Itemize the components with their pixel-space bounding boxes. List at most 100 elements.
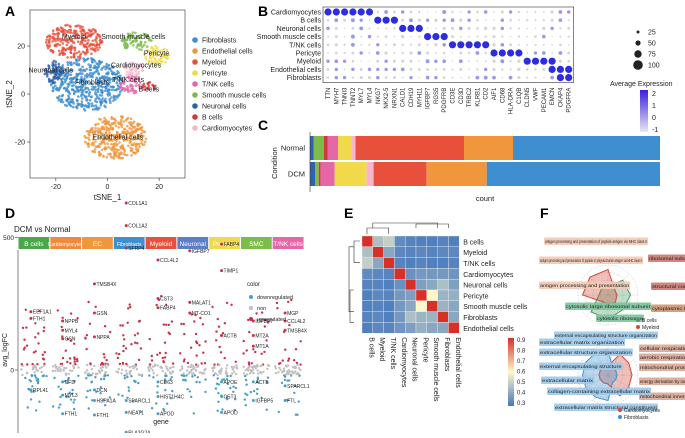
heat-row-label: T/NK cells [463, 261, 495, 268]
strip-point [57, 369, 60, 373]
tsne-point [148, 81, 151, 84]
strip-labeled-point [220, 380, 224, 384]
dot-marker [392, 43, 396, 47]
strip-point [25, 344, 29, 347]
strip-point [190, 395, 193, 399]
tsne-point [126, 90, 130, 93]
dot-marker-high [482, 41, 490, 49]
strip-point [37, 342, 40, 345]
strip-point [255, 312, 258, 315]
dot-marker [401, 51, 404, 55]
tsne-point [52, 35, 55, 39]
dot-marker [426, 43, 429, 46]
strip-point [148, 337, 151, 341]
dot-marker-high [498, 49, 506, 57]
strip-point [202, 351, 205, 354]
strip-point [67, 372, 70, 376]
strip-point [97, 369, 101, 372]
tsne-point [99, 152, 103, 156]
tsne-point [79, 88, 83, 91]
dot-marker [460, 76, 462, 79]
strip-point [218, 369, 221, 372]
radar-term-box [651, 282, 685, 290]
strip-point [249, 390, 253, 394]
tsne-point [131, 89, 135, 93]
heat-cell [372, 300, 384, 312]
strip-point [124, 347, 128, 350]
tsne-point [112, 157, 116, 160]
tsne-point [147, 59, 151, 63]
tsne-point [134, 151, 138, 155]
strip-labeled-point [29, 316, 33, 320]
strip-group-header [145, 237, 177, 249]
tsne-point [76, 40, 80, 43]
tsne-point [104, 97, 107, 101]
strip-point [69, 362, 72, 365]
strip-point [299, 363, 302, 366]
strip-point [247, 361, 251, 364]
tsne-point [142, 143, 146, 146]
tsne-point [108, 81, 112, 84]
strip-point [54, 364, 57, 367]
tsne-point [123, 46, 127, 49]
tsne-point [108, 97, 111, 101]
tsne-point [118, 135, 122, 138]
dot-marker [526, 76, 529, 79]
tsne-point [126, 70, 129, 74]
dot-marker [434, 59, 438, 63]
strip-point [192, 372, 195, 375]
tsne-point [94, 99, 97, 103]
tsne-point [45, 69, 48, 73]
strip-point [87, 374, 90, 377]
heat-col-label: Fibroblasts [443, 337, 450, 372]
strip-point [150, 354, 153, 358]
tsne-point [62, 47, 65, 51]
tsne-point [116, 143, 119, 146]
strip-legend-swatch [249, 306, 253, 310]
strip-point [99, 386, 103, 389]
strip-point [218, 345, 221, 349]
bar-segment [327, 136, 338, 160]
strip-point [286, 371, 289, 375]
tsne-point [105, 122, 109, 125]
tsne-point [75, 75, 78, 78]
tsne-point [117, 155, 121, 159]
heat-cell [415, 311, 427, 323]
tsne-point [80, 75, 83, 79]
bar-segment [310, 162, 316, 186]
radar-term-label: extracellular matrix [542, 378, 594, 383]
bar-segment [366, 162, 374, 186]
strip-point [63, 366, 66, 370]
strip-point [216, 409, 219, 412]
tsne-point [99, 104, 103, 107]
strip-point [252, 389, 256, 393]
strip-point [61, 316, 64, 319]
strip-gene-label: TIMP1 [224, 269, 239, 275]
dot-marker [351, 67, 355, 72]
dot-marker [450, 26, 455, 31]
dot-marker [467, 18, 471, 22]
strip-point [52, 405, 55, 408]
strip-point [182, 322, 185, 326]
strip-point [103, 325, 107, 328]
strip-point [87, 372, 91, 375]
strip-point [234, 372, 238, 376]
strip-point [118, 352, 121, 356]
tsne-point [73, 48, 77, 52]
strip-point [242, 352, 245, 355]
strip-point [215, 330, 218, 333]
tsne-point [52, 76, 55, 80]
strip-point [64, 349, 68, 352]
strip-point [69, 398, 73, 401]
heat-cell [383, 257, 395, 269]
tsne-point [131, 143, 135, 147]
dot-marker [409, 43, 413, 46]
tsne-point [55, 88, 59, 92]
strip-point [170, 376, 173, 379]
tsne-point [79, 42, 82, 46]
dot-marker [559, 35, 562, 38]
strip-labeled-point [61, 412, 65, 416]
tsne-point [120, 81, 123, 85]
strip-point [85, 377, 88, 380]
